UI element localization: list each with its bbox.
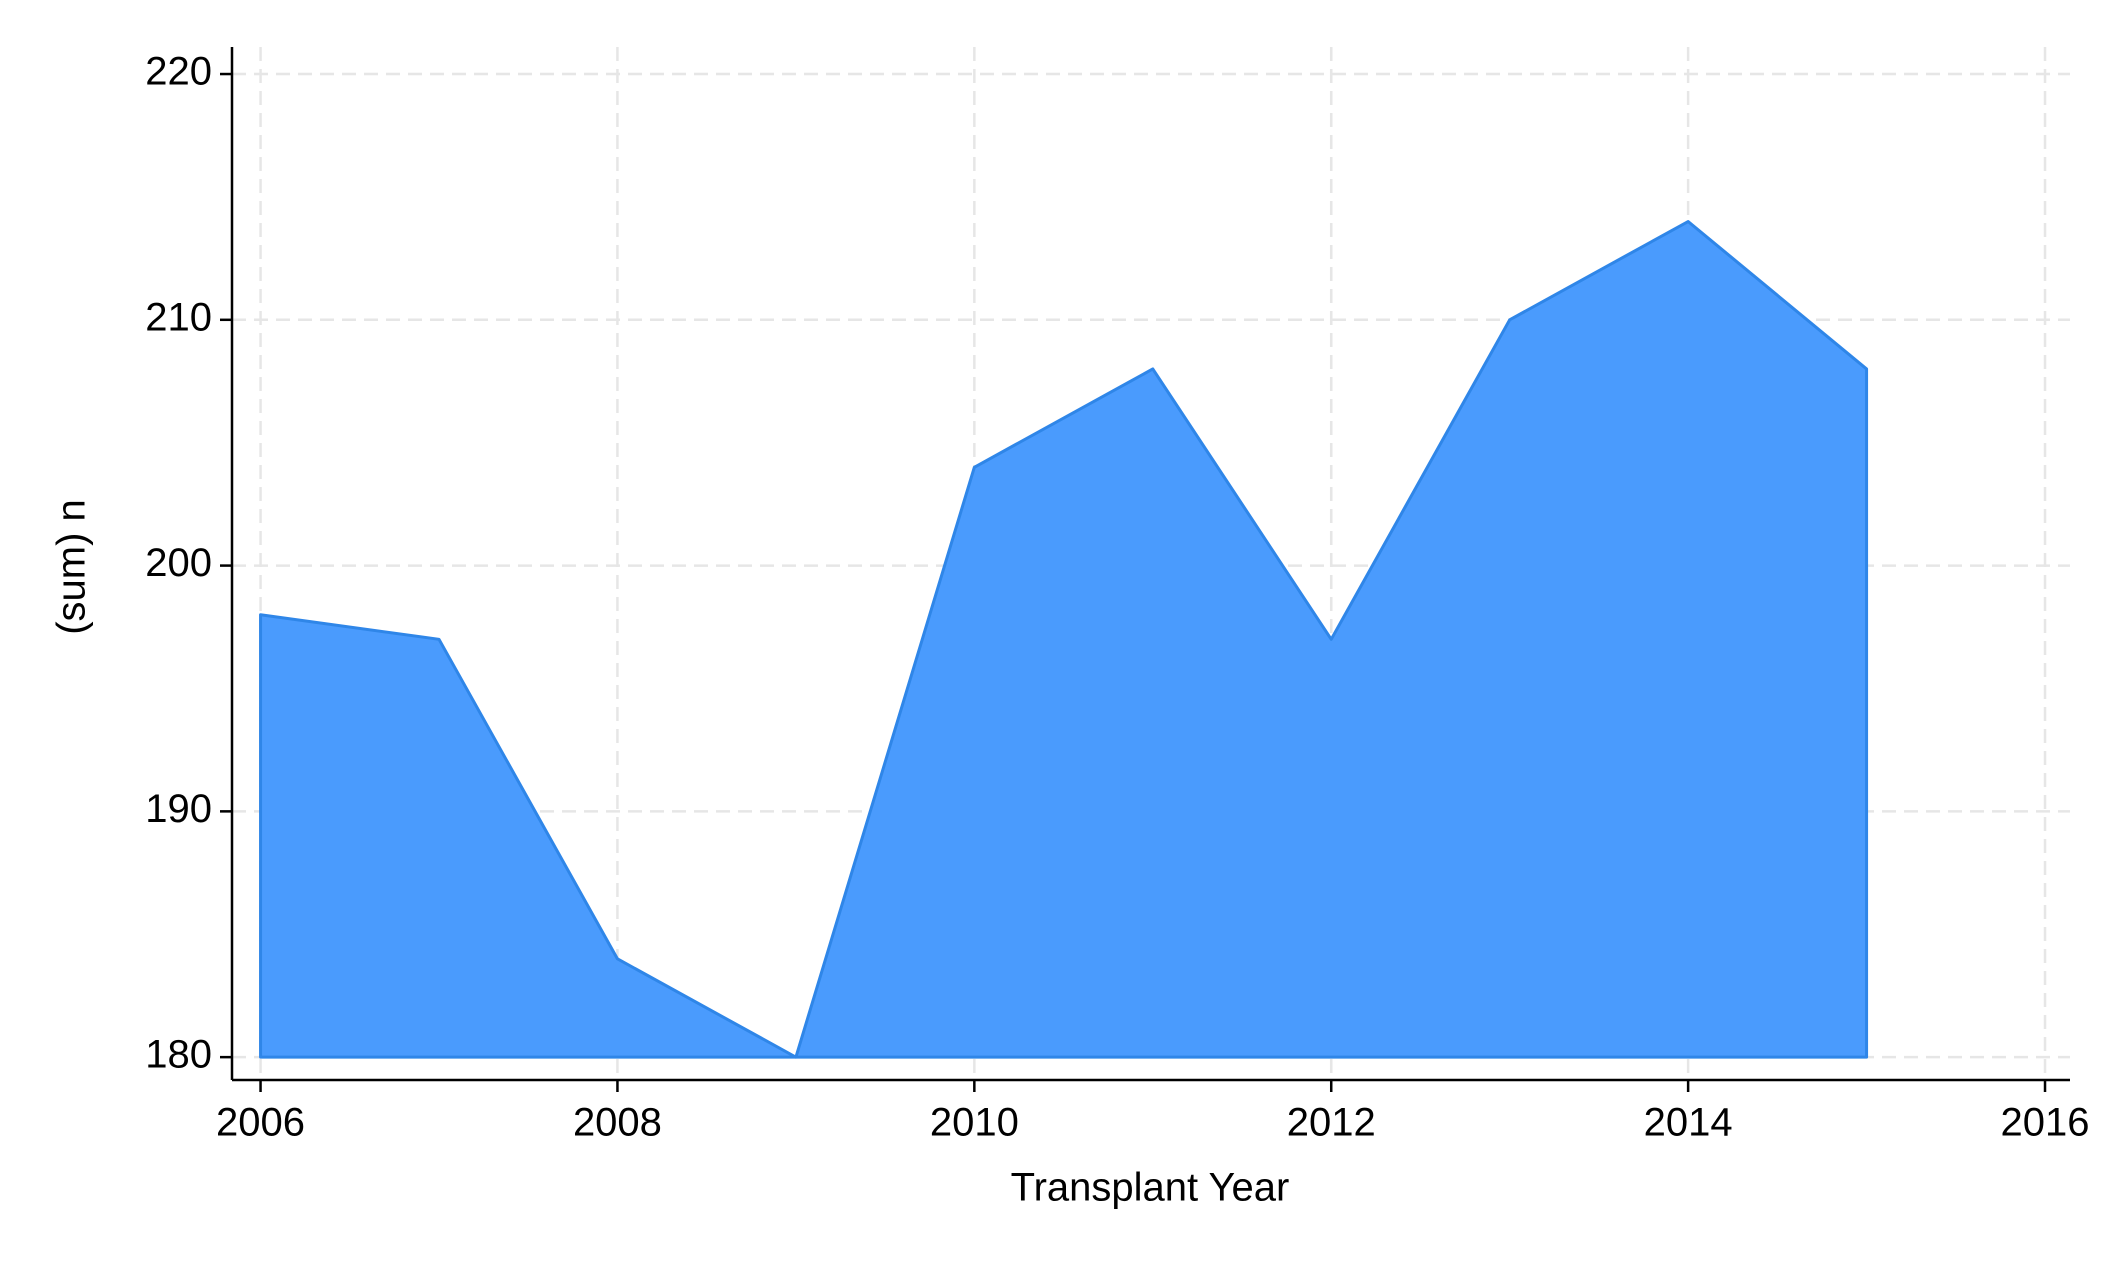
- y-tick-label: 200: [145, 541, 212, 585]
- y-tick-label: 210: [145, 295, 212, 339]
- area: [259, 220, 1869, 1059]
- x-axis-label: Transplant Year: [1011, 1166, 1290, 1210]
- y-tick-label: 190: [145, 787, 212, 831]
- x-tick-label: 2006: [216, 1101, 305, 1145]
- x-tick-label: 2010: [930, 1101, 1019, 1145]
- x-tick-label: 2008: [573, 1101, 662, 1145]
- x-tick-label: 2016: [2001, 1101, 2090, 1145]
- x-tick-label: 2012: [1287, 1101, 1376, 1145]
- y-tick-label: 180: [145, 1033, 212, 1077]
- x-tick-label: 2014: [1644, 1101, 1733, 1145]
- y-tick-label: 220: [145, 50, 212, 94]
- y-axis-label: (sum) n: [50, 499, 94, 635]
